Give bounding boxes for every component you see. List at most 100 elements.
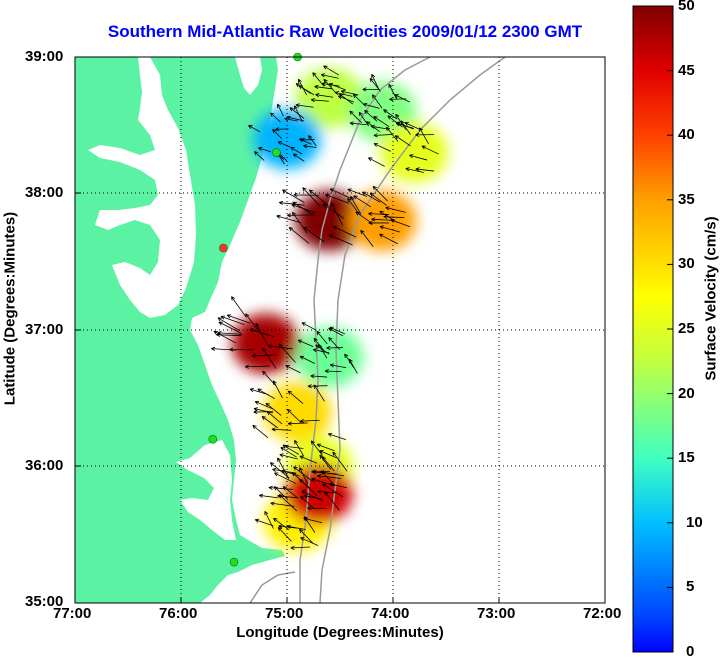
velocity-arrow xyxy=(373,143,391,152)
velocity-arrow xyxy=(373,116,390,128)
colorbar-tick-label: 40 xyxy=(678,126,695,143)
velocity-arrow xyxy=(371,94,383,109)
velocity-arrow xyxy=(217,317,240,331)
velocity-arrow xyxy=(368,157,385,167)
velocity-arrow xyxy=(329,363,347,369)
velocity-arrow xyxy=(325,193,350,204)
colorbar-tick-label: 35 xyxy=(678,191,695,208)
velocity-arrow xyxy=(352,93,366,107)
velocity-arrow xyxy=(415,167,435,172)
velocity-arrow xyxy=(277,141,291,148)
map-title: Southern Mid-Atlantic Raw Velocities 200… xyxy=(107,22,583,41)
velocity-arrow xyxy=(313,384,325,402)
velocity-arrows xyxy=(211,65,439,550)
velocity-arrow xyxy=(288,226,310,244)
velocity-arrow xyxy=(282,444,300,455)
velocity-arrow xyxy=(349,110,362,124)
velocity-arrow xyxy=(287,408,302,424)
colorbar-tick-label: 50 xyxy=(678,0,695,14)
velocity-arrow xyxy=(364,109,378,122)
velocity-arrow xyxy=(251,353,277,358)
velocity-arrow xyxy=(218,321,242,334)
velocity-cell xyxy=(295,67,364,128)
velocity-arrow xyxy=(421,145,439,155)
velocity-arrow xyxy=(277,103,284,117)
velocity-arrow xyxy=(387,115,403,128)
colorbar-ticks xyxy=(667,5,673,588)
velocity-arrow xyxy=(308,189,330,207)
velocity-arrow xyxy=(268,485,293,490)
colorbar-tick-label: 5 xyxy=(686,578,695,595)
velocity-arrow xyxy=(344,353,355,368)
velocity-arrow xyxy=(373,133,393,138)
velocity-arrow xyxy=(274,472,297,484)
velocity-arrow xyxy=(368,211,390,216)
velocity-arrow xyxy=(279,453,298,460)
velocity-cell xyxy=(295,327,364,388)
velocity-arrow xyxy=(323,65,340,76)
velocity-cell xyxy=(231,313,300,374)
velocity-arrow xyxy=(349,121,367,126)
velocity-arrow xyxy=(326,345,343,350)
velocity-arrow xyxy=(291,472,311,489)
y-tick-label: 35:00 xyxy=(25,593,64,610)
velocity-arrow xyxy=(323,78,336,93)
velocity-arrow xyxy=(264,510,274,529)
velocity-arrow xyxy=(383,214,405,219)
velocity-arrow xyxy=(261,415,279,429)
velocity-arrow xyxy=(291,203,317,214)
colorbar-tick-label: 0 xyxy=(686,643,695,660)
pamlico-sound xyxy=(176,440,236,540)
velocity-arrow xyxy=(379,233,398,245)
velocity-arrow xyxy=(262,347,277,369)
velocity-arrow xyxy=(286,524,306,530)
velocity-arrow xyxy=(385,206,406,213)
velocity-arrow xyxy=(409,154,428,161)
velocity-arrow xyxy=(332,225,357,238)
velocity-arrow xyxy=(415,132,435,137)
velocity-arrow xyxy=(253,409,274,415)
velocity-arrow xyxy=(231,296,247,318)
velocity-arrow xyxy=(324,491,340,511)
velocity-arrow xyxy=(372,185,388,202)
x-tick-label: 73:00 xyxy=(477,605,516,622)
velocity-arrow xyxy=(330,202,344,226)
velocity-arrow xyxy=(287,390,304,404)
velocity-arrow xyxy=(311,477,335,487)
velocity-arrow xyxy=(316,330,328,345)
velocity-arrow xyxy=(248,125,261,133)
velocity-arrow xyxy=(300,495,316,510)
velocity-arrow xyxy=(307,384,328,389)
velocity-cell xyxy=(253,108,321,169)
velocity-arrow xyxy=(419,127,429,144)
tick-marks xyxy=(75,192,500,603)
velocity-arrow xyxy=(310,440,323,456)
velocity-arrow xyxy=(273,517,290,530)
velocity-arrow xyxy=(255,323,269,346)
velocity-arrow xyxy=(322,483,344,498)
velocity-arrow xyxy=(280,447,297,458)
velocity-arrow xyxy=(265,402,282,416)
velocity-arrow xyxy=(307,506,327,511)
velocity-arrow xyxy=(277,527,292,542)
velocity-arrow xyxy=(360,229,374,247)
depth-contour-line xyxy=(319,57,506,603)
velocity-arrow xyxy=(278,494,298,512)
velocity-arrow xyxy=(368,220,390,225)
velocity-arrow xyxy=(303,494,323,500)
velocity-arrow xyxy=(315,93,334,98)
depth-contour-line xyxy=(299,57,431,603)
velocity-arrow xyxy=(289,107,305,119)
velocity-arrow xyxy=(299,467,309,485)
velocity-arrow xyxy=(329,326,345,335)
velocity-arrow xyxy=(339,93,354,105)
velocity-arrow xyxy=(258,146,272,153)
velocity-arrow xyxy=(394,94,410,103)
colorbar xyxy=(632,5,674,653)
colorbar-tick-label: 30 xyxy=(678,255,695,272)
velocity-arrow xyxy=(254,400,274,410)
velocity-arrow xyxy=(321,81,340,87)
delaware-bay xyxy=(235,57,262,95)
velocity-arrow xyxy=(328,234,353,246)
